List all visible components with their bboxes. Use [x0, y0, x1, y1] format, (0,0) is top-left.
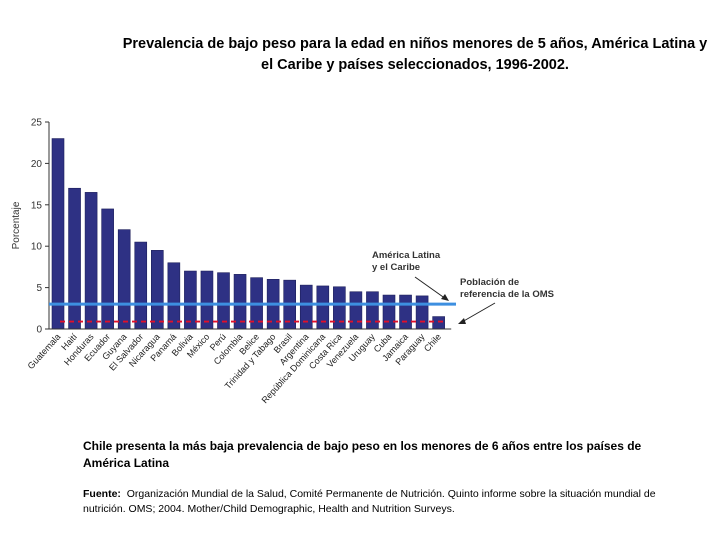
- arrowhead-icon: [441, 294, 449, 301]
- source-label: Fuente:: [83, 488, 121, 500]
- bar: [316, 285, 330, 330]
- y-tick-label: 10: [31, 242, 43, 253]
- x-tick-label: Chile: [422, 332, 443, 354]
- bar: [432, 316, 445, 330]
- source-text: Organización Mundial de la Salud, Comité…: [83, 488, 656, 515]
- bar: [366, 291, 379, 330]
- y-tick-label: 25: [31, 118, 43, 129]
- annotation-who: Población de: [460, 277, 519, 288]
- annotation-latin-america: y el Caribe: [372, 262, 420, 273]
- y-axis-title: Porcentaje: [11, 201, 22, 249]
- bar: [68, 187, 81, 330]
- annotation-arrow-latin-america: [414, 276, 447, 300]
- chart-title: Prevalencia de bajo peso para la edad en…: [122, 36, 708, 73]
- annotation-arrow-who: [461, 302, 496, 323]
- y-tick-label: 0: [36, 325, 42, 336]
- bar: [415, 295, 429, 330]
- bar: [382, 294, 396, 330]
- source-note: Fuente: Organización Mundial de la Salud…: [83, 487, 683, 517]
- arrowhead-icon: [458, 318, 466, 324]
- bar: [200, 270, 214, 330]
- y-tick-label: 15: [31, 200, 43, 211]
- bar: [217, 272, 230, 330]
- annotation-who: referencia de la OMS: [460, 289, 554, 300]
- bar: [51, 138, 65, 330]
- bar: [151, 250, 164, 330]
- bar: [117, 229, 131, 330]
- bar: [333, 286, 346, 330]
- bar: [134, 241, 148, 330]
- y-tick-label: 20: [31, 159, 43, 170]
- annotation-latin-america: América Latina: [372, 250, 441, 261]
- y-tick-label: 5: [36, 283, 42, 294]
- bar: [399, 294, 412, 330]
- bar-chart: 0510152025PorcentajeGuatemalaHaitíHondur…: [11, 118, 554, 406]
- conclusion-text: Chile presenta la más baja prevalencia d…: [83, 439, 642, 470]
- bar: [184, 270, 197, 330]
- bar: [101, 208, 114, 330]
- bar: [349, 291, 363, 330]
- x-tick-label: Guatemala: [26, 332, 63, 371]
- bar: [167, 262, 181, 330]
- bar: [84, 192, 98, 330]
